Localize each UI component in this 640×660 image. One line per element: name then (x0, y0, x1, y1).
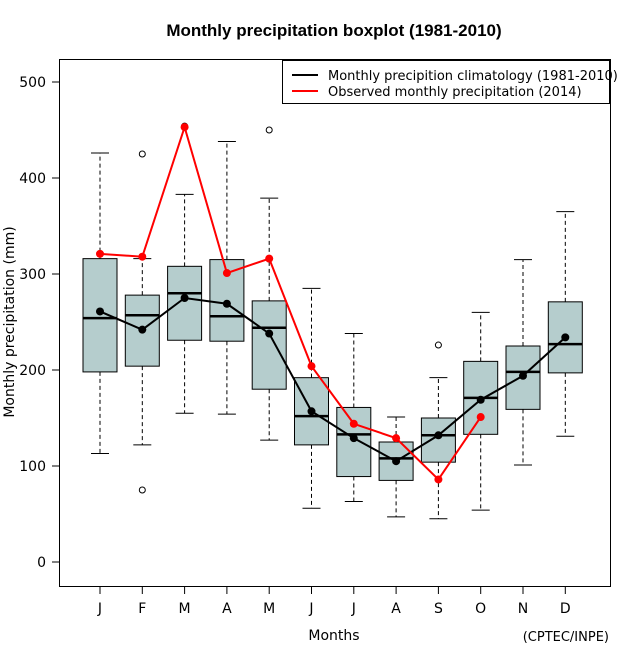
series-point (434, 475, 443, 484)
series-point (476, 413, 485, 422)
legend-label-climatology: Monthly precipition climatology (1981-20… (328, 69, 618, 84)
x-tick-label: M (263, 601, 275, 617)
series-point (265, 254, 274, 263)
series-line (99, 296, 566, 463)
outlier-point (434, 341, 442, 349)
boxes-layer (82, 122, 583, 520)
iqr-box (251, 300, 287, 390)
x-tick-label: S (434, 601, 443, 617)
x-tick-label: A (391, 601, 401, 617)
series-point (392, 457, 401, 466)
x-axis-label: Months (308, 628, 359, 644)
box-A-3 (209, 141, 245, 415)
series-point (96, 249, 104, 258)
series-point (138, 325, 147, 334)
y-axis-label: Monthly precipitation (mm) (2, 226, 18, 417)
box-A-7 (378, 416, 414, 518)
series-layer (96, 123, 570, 484)
series-point (392, 434, 401, 443)
series-point (222, 299, 231, 308)
legend-label-observed: Observed monthly precipitation (2014) (328, 85, 582, 100)
box-J-5 (294, 287, 329, 509)
outlier-point (138, 150, 146, 158)
x-tick-label: M (179, 601, 191, 617)
box-N-10 (505, 259, 541, 466)
series-point (265, 329, 274, 338)
box-J-0 (82, 152, 118, 455)
outlier-point (138, 486, 146, 494)
series-point (561, 333, 570, 342)
y-tick-label: 200 (19, 363, 46, 379)
series-line (99, 123, 482, 481)
box-S-8 (420, 341, 456, 520)
series-point (222, 269, 231, 278)
series-point (180, 294, 189, 302)
series-point (138, 252, 147, 261)
box-J-6 (336, 333, 372, 503)
x-tick-label: N (518, 601, 528, 617)
x-tick-label: J (308, 601, 313, 617)
x-tick-label: J (351, 601, 356, 617)
series-point (307, 407, 316, 416)
y-tick-label: 500 (19, 75, 46, 91)
box-M-4 (251, 126, 287, 441)
series-point (349, 419, 358, 428)
series-point (519, 371, 527, 380)
y-tick-label: 0 (37, 555, 46, 571)
x-tick-label: J (97, 601, 102, 617)
chart-title: Monthly precipitation boxplot (1981-2010… (166, 21, 501, 40)
series-point (307, 362, 316, 371)
x-tick-label: D (560, 601, 571, 617)
x-tick-label: A (222, 601, 232, 617)
plot-frame (59, 59, 611, 587)
iqr-box (167, 265, 203, 341)
observed-series (96, 123, 485, 484)
series-point (434, 431, 443, 440)
series-point (476, 395, 485, 404)
box-O-9 (463, 311, 499, 511)
y-tick-label: 100 (19, 459, 46, 475)
legend-box (282, 60, 610, 104)
y-tick-label: 400 (19, 171, 46, 187)
x-tick-label: O (475, 601, 486, 617)
climatology-series (96, 294, 570, 466)
y-tick-label: 300 (19, 267, 46, 283)
outlier-point (265, 126, 273, 134)
box-M-2 (167, 122, 203, 414)
series-point (349, 434, 358, 443)
series-point (180, 123, 189, 132)
legend: Monthly precipition climatology (1981-20… (282, 60, 618, 104)
y-axis: 0 100 200 300 400 500 (19, 75, 59, 571)
credit-text: (CPTEC/INPE) (523, 630, 609, 645)
x-tick-label: F (138, 601, 146, 617)
box-D-11 (547, 211, 583, 437)
series-point (96, 307, 104, 316)
